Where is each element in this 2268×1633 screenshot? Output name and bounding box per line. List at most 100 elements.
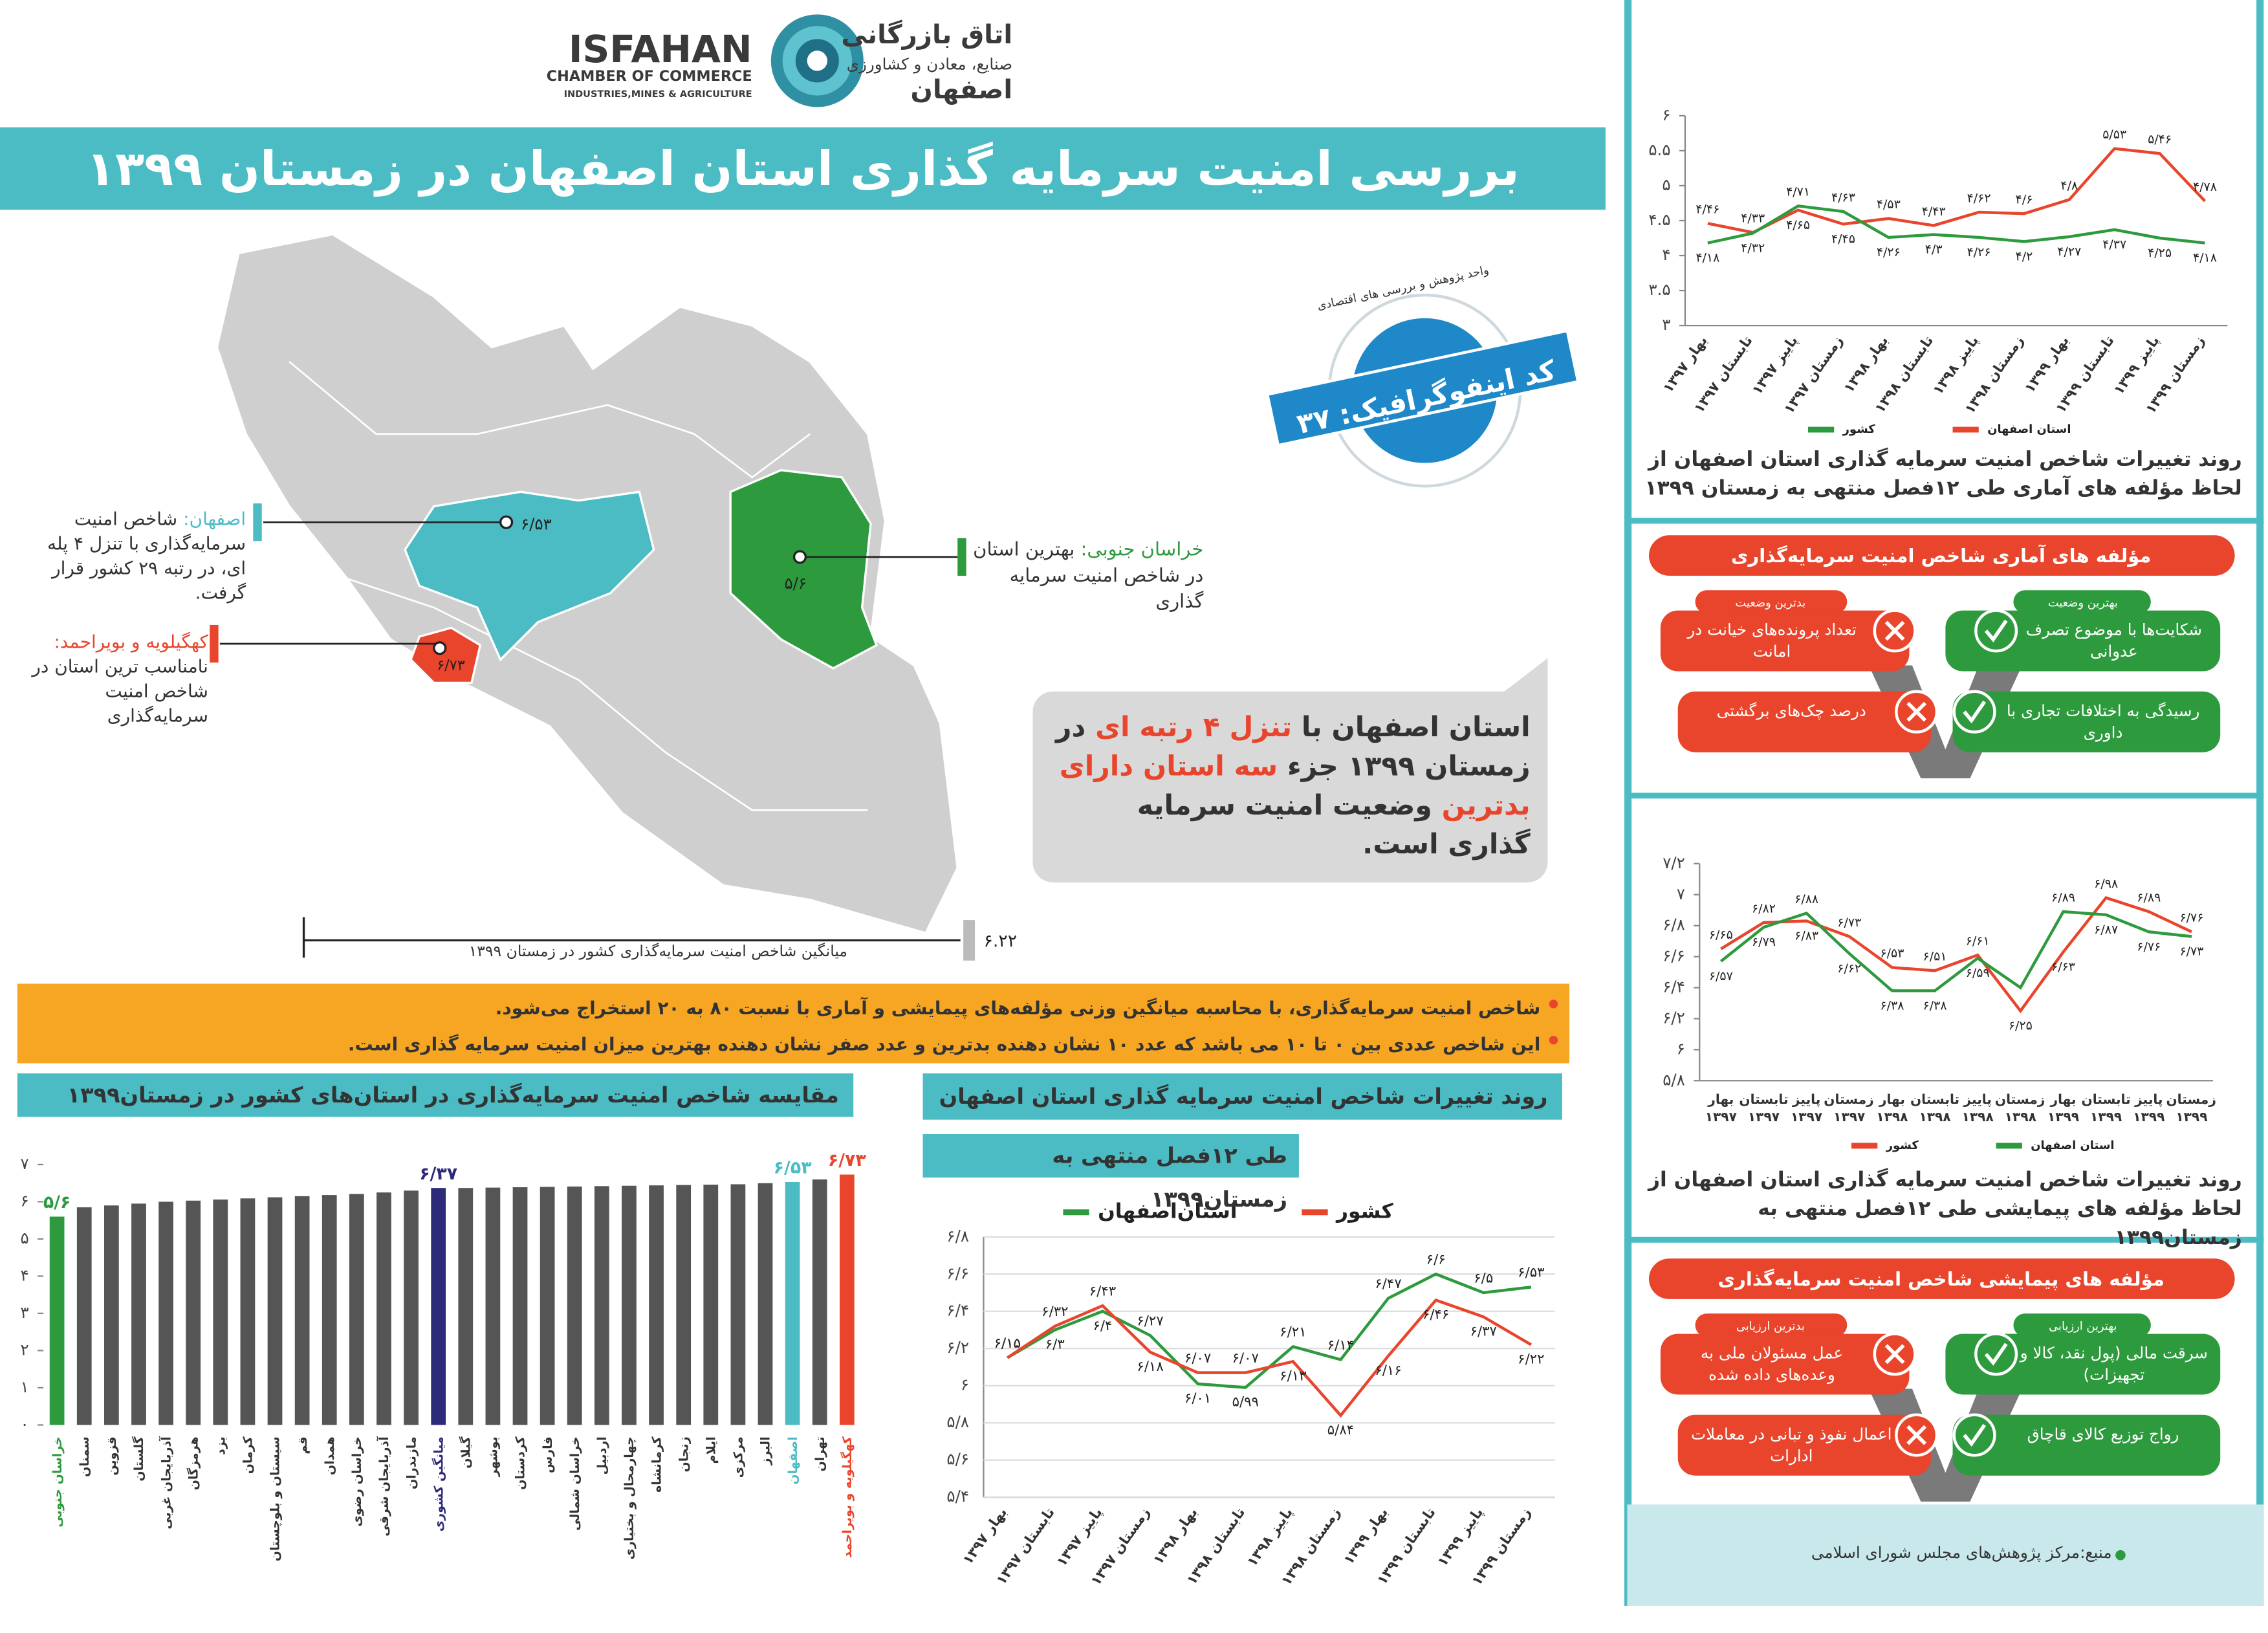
south-khorasan-text: بهترین استان در شاخص امنیت سرمایه گذاری [973, 540, 1204, 614]
worst-box [1660, 610, 1910, 672]
value-label: ۴/۴۵ [1831, 232, 1855, 246]
x-icon [1884, 1344, 1905, 1364]
x-tick-label: مرکزی [732, 1436, 746, 1478]
isfahan-text: شاخص امنیت سرمایه‌گذاری با تنزل ۴ پله ای… [47, 507, 246, 604]
value-label: ۴/۶۲ [1967, 191, 1991, 205]
x-tick-label: فارس [541, 1436, 555, 1473]
value-label: ۶/۷۳ [1837, 915, 1861, 930]
x-tick-label: خراسان جنوبی [50, 1436, 65, 1527]
value-label: ۴/۲۷ [2057, 245, 2081, 259]
y-tick-label: ۵ [21, 1229, 29, 1247]
best-tag [2013, 1313, 2151, 1337]
map-south-khorasan [729, 468, 878, 670]
x-tick-label: اردبیل [595, 1436, 609, 1474]
value-label: ۶/۷۳ [2179, 945, 2203, 959]
x-tick-label: اصفهان [786, 1436, 800, 1484]
y-tick-label: ۶ [21, 1191, 29, 1210]
value-label: ۶/۶ [1426, 1252, 1446, 1268]
kohgiluyeh-note: کهگیلویه و بویراحمد: نامناسب ترین استان … [12, 630, 208, 728]
x-tick-label: بهار ۱۳۹۸ [1876, 1093, 1908, 1126]
chart-title: مقایسه شاخص امنیت سرمایه‌گذاری در استان‌… [67, 1082, 839, 1108]
value-label: ۶/۰۷ [1184, 1350, 1211, 1366]
x-tick-label: بوشهر [486, 1436, 501, 1477]
map-marker [499, 515, 514, 529]
notes-box [17, 983, 1570, 1064]
bar [758, 1183, 773, 1425]
x-tick-label: بهار ۱۳۹۹ [1340, 1505, 1391, 1568]
value-label: ۶/۴۶ [1423, 1307, 1449, 1323]
y-tick-label: ۴.۵ [1648, 210, 1670, 229]
value-label: ۴/۷۸ [2193, 180, 2217, 194]
logo-fa-sub: صنایع، معادن و کشاورزی [847, 54, 1012, 73]
note: شاخص امنیت سرمایه‌گذاری، با محاسبه میانگ… [495, 996, 1541, 1019]
check-icon [1963, 700, 1987, 724]
legend-label: کشور [1842, 422, 1876, 436]
x-tick-label: البرز [759, 1436, 773, 1465]
map-value: ۶/۷۳ [437, 657, 465, 674]
y-tick-label: ۵/۸ [1663, 1070, 1685, 1089]
x-tick-label: آذربایجان شرقی [376, 1436, 391, 1537]
bar [76, 1207, 92, 1425]
bar [49, 1216, 65, 1425]
x-tick-label: چهارمحال و بختیاری [622, 1436, 637, 1559]
logo-en: ISFAHAN [569, 27, 752, 71]
x-tick-label: پاییز ۱۳۹۸ [1930, 333, 1982, 398]
y-tick-label: ۶/۸ [946, 1227, 969, 1245]
x-tick-label: گلستان [131, 1436, 146, 1481]
callout-highlight: سه استان [1142, 751, 1278, 783]
value-label: ۶/۳۷ [419, 1164, 457, 1184]
chart-title: روند تغییرات شاخص امنیت سرمایه گذاری است… [1648, 1168, 2242, 1250]
x-tick-label: کهگیلویه و بویراحمد [840, 1436, 855, 1558]
leader-bar [253, 503, 262, 542]
chart-subtitle-bar [922, 1134, 1299, 1178]
page-title: بررسی امنیت سرمایه گذاری استان اصفهان در… [86, 140, 1520, 197]
value-label: ۴/۲۶ [1967, 245, 1991, 259]
map-isfahan [404, 490, 655, 662]
worst-item: درصد چک‌های برگشتی [1716, 701, 1866, 721]
check-icon [1963, 1423, 1987, 1447]
value-label: ۶/۶۳ [2051, 959, 2075, 974]
value-label: ۴/۲۶ [1877, 245, 1901, 259]
separator [1624, 1236, 2264, 1243]
series-line [1719, 910, 2192, 992]
value-label: ۴/۶ [2016, 193, 2033, 207]
y-tick-label: ۳ [21, 1303, 29, 1322]
callout-part: استان اصفهان با [1292, 712, 1531, 744]
value-label: ۶/۹۸ [2094, 877, 2118, 891]
icon-circle [1974, 1332, 2018, 1376]
map-borders [289, 360, 811, 479]
source: منبع:مرکز پژوهش‌های مجلس شورای اسلامی [1811, 1543, 2112, 1562]
value-label: ۵/۸۴ [1327, 1422, 1354, 1438]
worst-box [1660, 1333, 1910, 1395]
x-tick-label: سیستان و بلوچستان [268, 1436, 283, 1561]
isfahan-note: اصفهان: شاخص امنیت سرمایه‌گذاری با تنزل … [22, 507, 246, 605]
bar [349, 1194, 364, 1425]
card-banner [1649, 1258, 2235, 1299]
y-tick-label: ۵/۶ [946, 1450, 969, 1469]
x-tick-label: تهران [813, 1436, 827, 1471]
value-label: ۶/۳۲ [1041, 1304, 1068, 1320]
x-icon [1906, 1425, 1927, 1445]
bar [267, 1197, 283, 1425]
y-tick-label: ۵ [1662, 175, 1670, 194]
x-tick-label: پاییز ۱۳۹۹ [1434, 1505, 1487, 1570]
bar [839, 1174, 855, 1425]
y-tick-label: ۷ [1677, 884, 1685, 903]
card-banner [1649, 535, 2235, 576]
x-tick-label: خراسان رضوی [350, 1436, 364, 1526]
value-label: ۶/۸۸ [1794, 892, 1818, 906]
value-label: ۴/۸ [2060, 179, 2078, 193]
column-border [2256, 0, 2264, 1606]
bar [376, 1192, 391, 1425]
worst-tag [1695, 590, 1848, 614]
average-label: میانگین شاخص امنیت سرمایه‌گذاری کشور در … [468, 943, 848, 961]
x-tick-label: پاییز ۱۳۹۸ [1961, 1093, 1994, 1126]
x-tick-label: زمستان ۱۳۹۷ [1824, 1093, 1874, 1126]
value-label: ۴/۶۵ [1786, 218, 1810, 232]
value-label: ۶/۳ [1045, 1337, 1065, 1353]
value-label: ۴/۳۷ [2102, 237, 2126, 252]
value-label: ۶/۱۵ [994, 1335, 1021, 1352]
value-label: ۶/۷۳ [828, 1150, 867, 1170]
value-label: ۶/۶۱ [1966, 934, 1990, 948]
